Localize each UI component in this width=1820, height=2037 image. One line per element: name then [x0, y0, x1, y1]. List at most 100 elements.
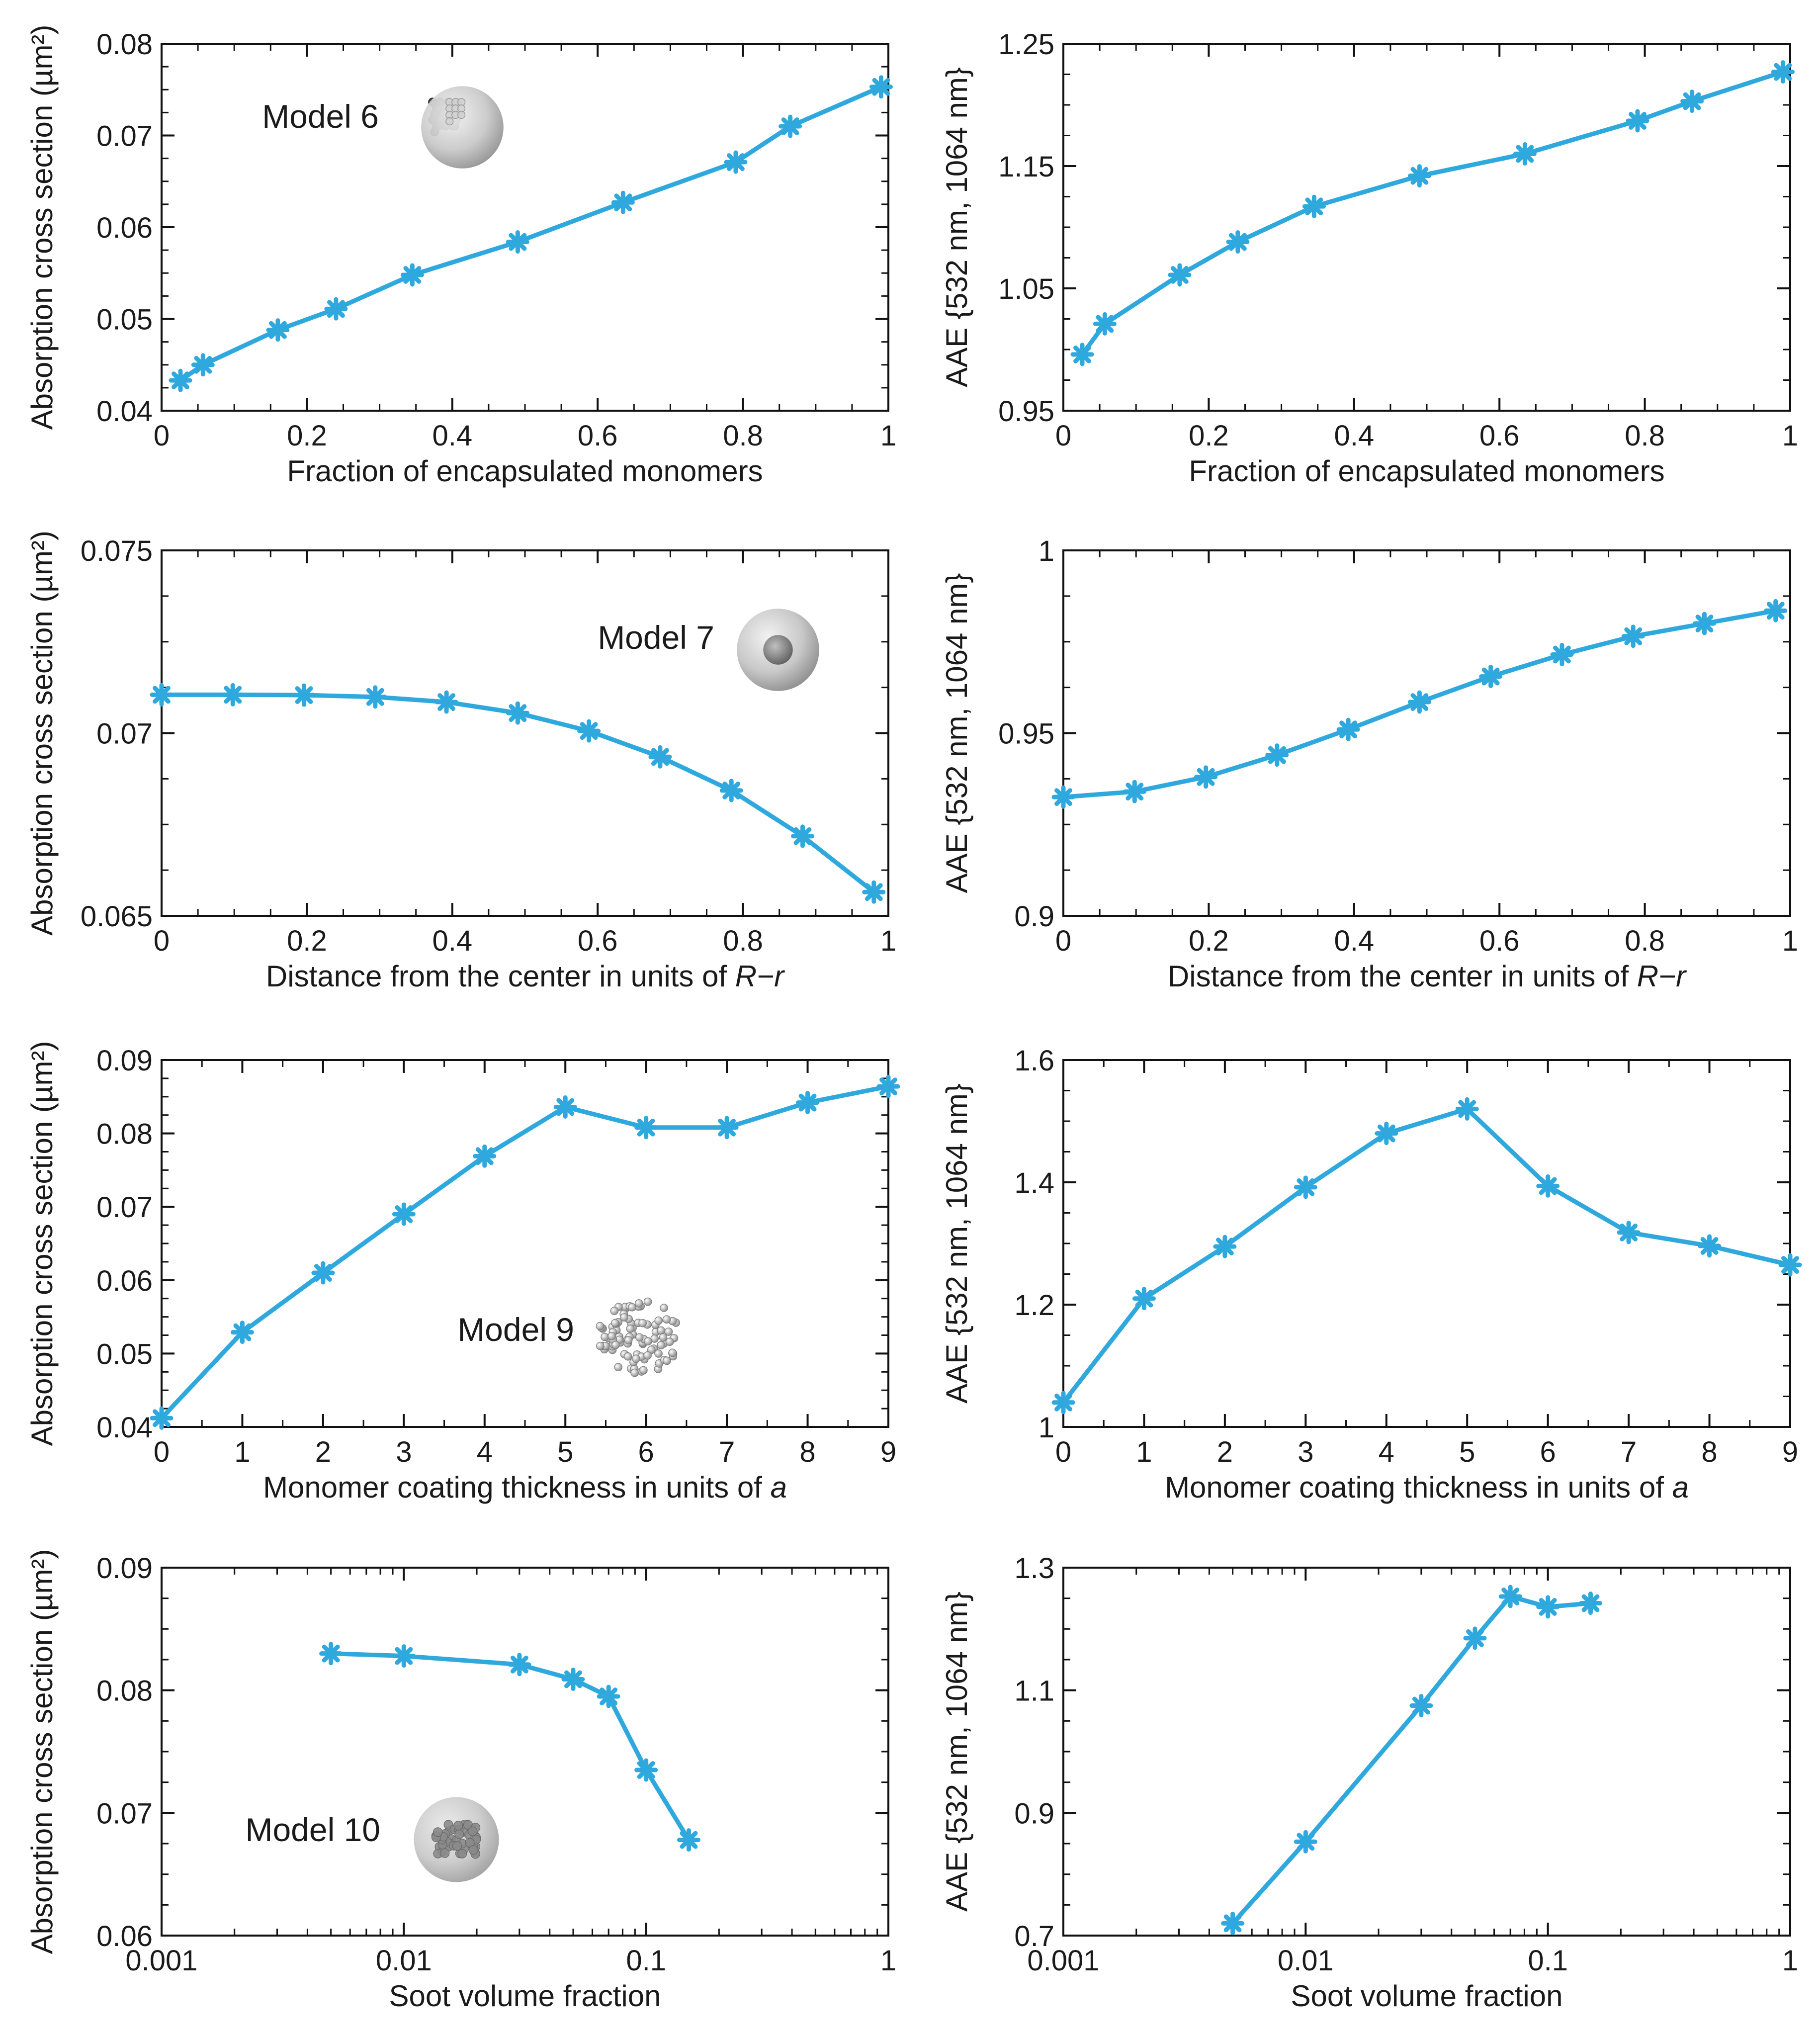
data-point-marker — [506, 230, 529, 254]
x-tick-label: 0.8 — [1625, 925, 1665, 957]
data-point-marker — [392, 1644, 416, 1668]
data-point-marker — [324, 297, 348, 321]
y-tick-label: 0.075 — [81, 535, 153, 567]
x-tick-label: 2 — [315, 1436, 331, 1468]
x-tick-label: 9 — [880, 1436, 896, 1468]
data-point-marker — [1536, 1595, 1560, 1619]
data-point-marker — [1226, 230, 1250, 254]
series-line-model-6 — [1080, 70, 1784, 356]
x-tick-label: 5 — [557, 1436, 573, 1468]
y-axis-label: AAE {532 nm, 1064 nm} — [940, 1083, 973, 1404]
series-line-model-9 — [1061, 1106, 1791, 1404]
data-point-marker — [392, 1202, 416, 1226]
data-point-marker — [1513, 142, 1537, 166]
x-tick-label: 6 — [638, 1436, 654, 1468]
model-label: Model 9 — [457, 1311, 574, 1348]
data-point-marker — [400, 263, 424, 287]
data-point-marker — [1294, 1830, 1317, 1854]
x-tick-label: 0 — [1055, 1436, 1071, 1468]
model-label: Model 10 — [245, 1811, 380, 1848]
data-point-marker — [1132, 1287, 1156, 1311]
data-point-marker — [1221, 1911, 1245, 1935]
x-tick-label: 1 — [1782, 1945, 1798, 1977]
data-point-marker — [634, 1116, 658, 1140]
plot-frame — [161, 1059, 889, 1428]
y-tick-label: 0.7 — [1014, 1920, 1054, 1952]
y-tick-label: 0.04 — [96, 395, 153, 428]
x-tick-label: 0.01 — [376, 1945, 432, 1977]
y-tick-label: 1.1 — [1014, 1675, 1054, 1707]
y-tick-label: 0.08 — [96, 1675, 153, 1707]
data-point-marker — [577, 719, 601, 743]
data-point-marker — [1294, 1175, 1317, 1199]
panel-4: 0 0.2 0.4 0.6 0.8 1 0.9 0.95 1 Distance from the … — [940, 535, 1798, 993]
data-point-marker — [1168, 263, 1192, 287]
panel-8: 0.001 0.01 0.1 1 0.7 0.9 1.1 1.3 Soot volume fra… — [940, 1552, 1798, 2013]
x-tick-label: 0 — [154, 1436, 170, 1468]
x-tick-label: 6 — [1540, 1436, 1556, 1468]
x-tick-label: 0 — [154, 925, 170, 957]
data-point-marker — [1698, 1234, 1722, 1258]
y-tick-label: 0.06 — [96, 1265, 153, 1297]
data-point-marker — [363, 685, 387, 709]
sphere-with-inner-aggregate-icon — [414, 1797, 499, 1882]
data-point-marker — [434, 690, 458, 714]
plot-frame — [1062, 43, 1791, 412]
data-point-marker — [150, 1406, 173, 1430]
y-tick-label: 0.07 — [96, 1191, 153, 1224]
data-point-marker — [611, 190, 635, 214]
y-axis-label: Absorption cross section (µm²) — [25, 531, 59, 936]
x-tick-label: 3 — [396, 1436, 412, 1468]
sphere-with-edge-aggregate-icon — [421, 86, 504, 169]
data-point-marker — [150, 683, 173, 707]
data-point-marker — [876, 1074, 900, 1098]
x-tick-label: 1 — [880, 925, 896, 957]
x-axis-label-text: Monomer coating thickness in units of — [263, 1471, 771, 1504]
data-point-marker — [1680, 89, 1704, 113]
data-point-marker — [597, 1684, 620, 1708]
data-point-marker — [1764, 599, 1788, 622]
data-point-marker — [266, 318, 290, 342]
x-tick-label: 0.2 — [1189, 420, 1229, 452]
data-point-marker — [506, 701, 529, 725]
x-tick-label: 0.6 — [578, 925, 618, 957]
data-point-marker — [553, 1095, 577, 1119]
data-point-marker — [1194, 765, 1218, 789]
plot-frame — [1062, 549, 1791, 917]
y-tick-label: 1 — [1039, 535, 1054, 567]
data-point-marker — [1578, 1592, 1602, 1615]
x-tick-label: 0.2 — [287, 925, 327, 957]
plot-frame — [1062, 1567, 1791, 1937]
data-point-marker — [292, 683, 316, 707]
x-tick-label: 8 — [799, 1436, 815, 1468]
panel-2: 0 0.2 0.4 0.6 0.8 1 0.95 1.05 1.15 1.25 Fraction o… — [940, 28, 1798, 488]
data-point-marker — [1213, 1235, 1237, 1258]
x-axis-label-variable: R−r — [1637, 960, 1687, 993]
y-tick-label: 0.08 — [96, 28, 153, 61]
data-point-marker — [1336, 717, 1360, 741]
x-tick-label: 0.001 — [125, 1945, 197, 1977]
x-tick-label: 0.6 — [578, 420, 618, 452]
x-tick-label: 0.4 — [1334, 925, 1374, 957]
data-point-marker — [779, 114, 802, 138]
data-point-marker — [169, 368, 192, 392]
y-tick-label: 1 — [1039, 1412, 1054, 1444]
x-tick-label: 0.4 — [432, 925, 472, 957]
x-tick-label: 0.8 — [723, 420, 763, 452]
x-tick-label: 3 — [1298, 1436, 1313, 1468]
y-axis-label: Absorption cross section (µm²) — [25, 1041, 59, 1446]
data-point-marker — [1407, 690, 1431, 714]
data-point-marker — [191, 353, 215, 377]
x-axis-label: Monomer coating thickness in units of a — [263, 1471, 787, 1504]
x-axis-label-variable: a — [1672, 1471, 1689, 1504]
data-point-marker — [1463, 1626, 1487, 1650]
data-point-marker — [1550, 642, 1574, 666]
y-tick-label: 1.6 — [1014, 1045, 1054, 1077]
data-point-marker — [1302, 194, 1326, 218]
x-tick-label: 1 — [1782, 925, 1798, 957]
x-axis-label: Soot volume fraction — [389, 1979, 661, 2013]
panel-3: 0 0.2 0.4 0.6 0.8 1 0.065 0.07 0.075 Distance fro… — [25, 531, 896, 993]
y-axis-label: AAE {532 nm, 1064 nm} — [940, 573, 973, 893]
